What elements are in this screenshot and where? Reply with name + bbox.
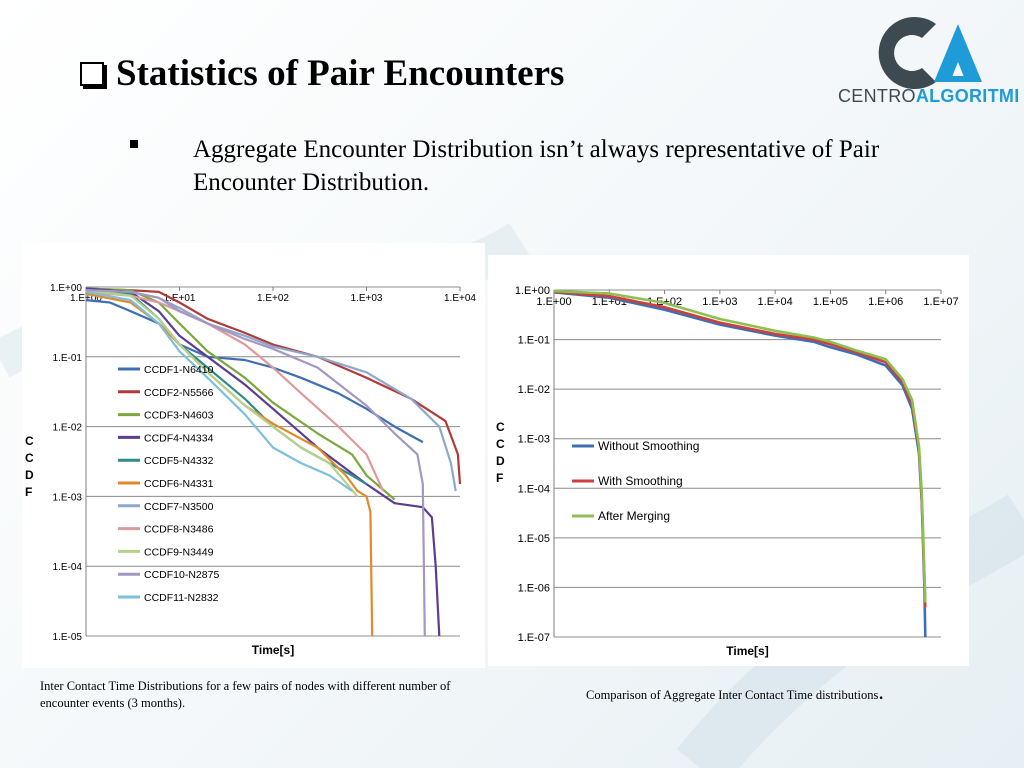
- chart1-legend-label-8: CCDF8-N3486: [144, 524, 214, 536]
- square-bullet-icon: [130, 140, 138, 148]
- chart1-legend-label-5: CCDF5-N4332: [144, 455, 214, 467]
- chart1-y-axis-label-letter: F: [25, 485, 32, 499]
- chart2-y-tick-label: 1.E+00: [515, 285, 550, 297]
- chart2-x-tick-label: 1.E+00: [536, 296, 571, 308]
- slide-title: Statistics of Pair Encounters: [80, 52, 564, 95]
- chart2-x-tick-label: 1.E+04: [758, 296, 793, 308]
- checkbox-bullet-icon: [80, 61, 104, 86]
- chart2-x-tick-label: 1.E+06: [868, 296, 903, 308]
- chart1-legend-label-4: CCDF4-N4334: [144, 432, 214, 444]
- chart2-y-axis-label-letter: C: [496, 420, 505, 434]
- chart1-legend-label-6: CCDF6-N4331: [144, 478, 214, 490]
- centro-algoritmi-logo: [878, 17, 982, 89]
- chart2-y-tick-label: 1.E-05: [518, 533, 550, 545]
- chart1-y-tick-label: 1.E+00: [50, 283, 82, 294]
- chart1-series-line-6: [85, 292, 374, 637]
- chart1-series-line-2: [85, 287, 462, 485]
- chart2-series-line-1: [553, 291, 927, 638]
- chart1-y-axis-label-letter: C: [25, 434, 34, 448]
- chart1-x-tick-label: 1.E+04: [444, 293, 476, 304]
- chart1-series-line-4: [85, 287, 441, 637]
- chart2-legend-label-2: With Smoothing: [598, 474, 683, 488]
- chart2-y-tick-label: 1.E-04: [518, 483, 550, 495]
- caption-aggregate-comparison: Comparison of Aggregate Inter Contact Ti…: [586, 681, 1006, 704]
- chart2-legend-label-3: After Merging: [598, 509, 670, 523]
- caption-aggregate-comparison-text: Comparison of Aggregate Inter Contact Ti…: [586, 688, 879, 702]
- chart2-x-tick-label: 1.E+03: [702, 296, 737, 308]
- chart2-y-axis-label-letter: F: [496, 471, 503, 485]
- chart2-y-tick-label: 1.E-03: [518, 434, 550, 446]
- chart1-legend-label-10: CCDF10-N2875: [144, 569, 219, 581]
- chart1-x-tick-label: 1.E+00: [70, 293, 102, 304]
- logo-text: CENTROALGORITMI: [838, 86, 1020, 107]
- chart2-y-tick-label: 1.E-01: [518, 335, 550, 347]
- chart-pair-encounters-svg: 1.E+00 1.E-01 1.E-02 1.E-03 1.E-04 1.E-05 1.E+…: [25, 283, 476, 657]
- chart1-x-tick-label: 1.E+01: [164, 293, 196, 304]
- chart-aggregate-comparison-svg: 1.E+00 1.E-01 1.E-02 1.E-03 1.E-04 1.E-05 1.E-…: [496, 285, 959, 658]
- chart2-x-tick-label: 1.E+07: [923, 296, 958, 308]
- chart1-y-axis-label-letter: C: [25, 451, 34, 465]
- chart2-x-tick-label: 1.E+05: [813, 296, 848, 308]
- logo-text-centro: CENTRO: [838, 86, 916, 106]
- chart2-y-tick-label: 1.E-02: [518, 384, 550, 396]
- chart2-legend-label-1: Without Smoothing: [598, 439, 699, 453]
- chart1-legend-label-11: CCDF11-N2832: [144, 592, 219, 604]
- chart1-y-tick-label: 1.E-01: [53, 353, 83, 364]
- chart2-series-line-3: [553, 289, 927, 603]
- chart1-series-line-7: [85, 289, 457, 492]
- chart1-x-tick-label: 1.E+02: [257, 293, 289, 304]
- chart1-x-tick-label: 1.E+03: [351, 293, 383, 304]
- caption-pair-encounters: Inter Contact Time Distributions for a f…: [40, 679, 451, 710]
- chart1-series-line-8: [85, 290, 385, 492]
- chart1-y-tick-label: 1.E-05: [53, 632, 83, 643]
- chart1-y-axis-label-letter: D: [25, 468, 34, 482]
- chart1-y-tick-label: 1.E-04: [53, 562, 83, 573]
- chart-pair-encounters: 1.E+00 1.E-01 1.E-02 1.E-03 1.E-04 1.E-05 1.E+…: [22, 243, 485, 668]
- logo-text-algoritmi: ALGORITMI: [915, 86, 1020, 106]
- chart1-legend-label-9: CCDF9-N3449: [144, 546, 214, 558]
- chart1-legend-label-7: CCDF7-N3500: [144, 501, 214, 513]
- chart1-y-tick-label: 1.E-02: [53, 423, 83, 434]
- chart-aggregate-comparison: 1.E+00 1.E-01 1.E-02 1.E-03 1.E-04 1.E-05 1.E-…: [488, 255, 969, 666]
- chart1-legend-label-1: CCDF1-N6410: [144, 364, 214, 376]
- chart1-legend-label-3: CCDF3-N4603: [144, 410, 214, 422]
- chart1-y-tick-label: 1.E-03: [53, 492, 83, 503]
- chart2-y-tick-label: 1.E-06: [518, 582, 550, 594]
- chart2-x-axis-label: Time[s]: [726, 644, 768, 658]
- chart2-y-axis-label-letter: D: [496, 454, 505, 468]
- chart1-legend-label-2: CCDF2-N5566: [144, 387, 214, 399]
- chart1-series-line-1: [85, 299, 424, 444]
- chart1-series-line-10: [85, 289, 426, 637]
- caption-aggregate-comparison-dot: .: [878, 679, 884, 704]
- chart1-series-line-11: [85, 290, 353, 492]
- chart2-y-axis-label-letter: C: [496, 437, 505, 451]
- chart1-series-line-3: [85, 287, 396, 501]
- chart2-y-tick-label: 1.E-07: [518, 632, 550, 644]
- slide-title-text: Statistics of Pair Encounters: [116, 53, 565, 94]
- bullet-text: Aggregate Encounter Distribution isn’t a…: [193, 136, 880, 196]
- chart1-x-axis-label: Time[s]: [252, 643, 294, 657]
- chart1-series-line-9: [85, 289, 359, 498]
